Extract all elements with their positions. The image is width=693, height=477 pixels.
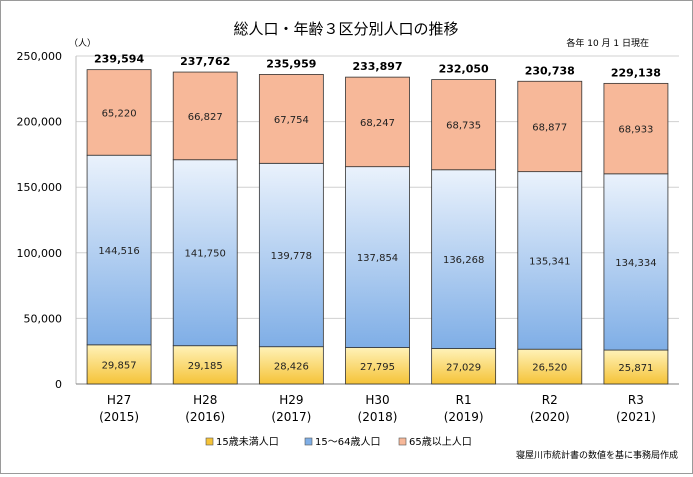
segment-value-label: 68,933 bbox=[618, 125, 653, 136]
bar-segment bbox=[345, 76, 410, 168]
x-tick-year-label: (2016) bbox=[185, 410, 225, 424]
y-tick-label: 100,000 bbox=[17, 247, 63, 260]
segment-value-label: 137,854 bbox=[357, 253, 398, 264]
bar-segment bbox=[172, 71, 238, 161]
segment-value-label: 139,778 bbox=[271, 251, 312, 262]
total-value-label: 235,959 bbox=[266, 57, 316, 70]
legend-swatch bbox=[304, 437, 313, 446]
segment-value-label: 68,247 bbox=[360, 118, 395, 129]
segment-value-label: 29,857 bbox=[102, 360, 137, 371]
y-tick-label: 150,000 bbox=[17, 181, 63, 194]
x-tick-label: H27 bbox=[107, 393, 131, 407]
segment-value-label: 65,220 bbox=[102, 108, 137, 119]
bars bbox=[86, 69, 669, 385]
bar-segment bbox=[517, 348, 583, 385]
x-tick-year-label: (2018) bbox=[358, 410, 398, 424]
bar-segment bbox=[86, 69, 152, 156]
x-tick-label: H28 bbox=[193, 393, 217, 407]
x-axis: H27 (2015) H28 (2016) H29 (2017) H30 (2018) R1 (2… bbox=[99, 393, 656, 424]
x-tick-year-label: (2015) bbox=[99, 410, 139, 424]
y-unit-label: （人） bbox=[69, 38, 96, 49]
legend-swatch bbox=[205, 437, 214, 446]
x-tick-year-label: (2017) bbox=[271, 410, 311, 424]
x-tick-label: R1 bbox=[456, 393, 472, 407]
x-tick-year-label: (2021) bbox=[616, 410, 656, 424]
bar-segment bbox=[517, 171, 583, 350]
bar-segment bbox=[603, 349, 669, 385]
segment-value-label: 134,334 bbox=[615, 258, 656, 269]
segment-value-label: 136,268 bbox=[443, 255, 484, 266]
source-note: 寝屋川市統計書の数値を基に事務局作成 bbox=[516, 449, 678, 461]
segment-value-label: 144,516 bbox=[98, 246, 139, 257]
legend: 15歳未満人口 15～64歳人口 65歳以上人口 bbox=[205, 436, 472, 448]
bar-segment bbox=[603, 173, 669, 351]
x-tick-label: R3 bbox=[628, 393, 644, 407]
bar-segment bbox=[258, 162, 324, 348]
data-labels: 29,857 144,516 65,220 239,594 29,185 141,750 6… bbox=[94, 53, 661, 374]
segment-value-label: 68,735 bbox=[446, 121, 481, 132]
y-tick-label: 0 bbox=[55, 378, 62, 391]
segment-value-label: 141,750 bbox=[185, 249, 226, 260]
bar-segment bbox=[345, 166, 410, 348]
bar-segment bbox=[345, 347, 410, 385]
x-tick-label: R2 bbox=[542, 393, 558, 407]
segment-value-label: 25,871 bbox=[618, 363, 653, 374]
bar-segment bbox=[86, 154, 152, 346]
chart-title: 総人口・年齢３区分別人口の推移 bbox=[233, 20, 458, 38]
segment-value-label: 27,029 bbox=[446, 362, 481, 373]
segment-value-label: 67,754 bbox=[274, 115, 309, 126]
bar-segment bbox=[258, 74, 324, 164]
bar-segment bbox=[431, 79, 497, 171]
legend-label: 15歳未満人口 bbox=[216, 436, 279, 448]
total-value-label: 233,897 bbox=[352, 60, 402, 73]
x-tick-label: H30 bbox=[365, 393, 389, 407]
segment-value-label: 27,795 bbox=[360, 362, 395, 373]
legend-label: 15～64歳人口 bbox=[315, 436, 380, 448]
total-value-label: 239,594 bbox=[94, 53, 144, 66]
segment-value-label: 28,426 bbox=[274, 361, 309, 372]
y-tick-label: 200,000 bbox=[17, 116, 63, 129]
x-tick-year-label: (2019) bbox=[444, 410, 484, 424]
y-tick-label: 50,000 bbox=[24, 312, 63, 325]
total-value-label: 237,762 bbox=[180, 55, 230, 68]
legend-swatch bbox=[398, 437, 407, 446]
legend-label: 65歳以上人口 bbox=[409, 436, 472, 448]
x-tick-label: H29 bbox=[279, 393, 303, 407]
date-note: 各年 10 月 1 日現在 bbox=[566, 37, 649, 49]
total-value-label: 229,138 bbox=[611, 66, 661, 79]
x-tick-year-label: (2020) bbox=[530, 410, 570, 424]
bar-segment bbox=[603, 82, 669, 175]
segment-value-label: 68,877 bbox=[532, 122, 567, 133]
segment-value-label: 135,341 bbox=[529, 256, 570, 267]
bar-segment bbox=[258, 346, 324, 385]
segment-value-label: 26,520 bbox=[532, 363, 567, 374]
y-tick-label: 250,000 bbox=[17, 50, 63, 63]
bar-segment bbox=[86, 344, 152, 385]
total-value-label: 232,050 bbox=[439, 63, 489, 76]
bar-segment bbox=[517, 80, 583, 173]
total-value-label: 230,738 bbox=[525, 64, 575, 77]
segment-value-label: 29,185 bbox=[188, 361, 223, 372]
segment-value-label: 66,827 bbox=[188, 112, 223, 123]
